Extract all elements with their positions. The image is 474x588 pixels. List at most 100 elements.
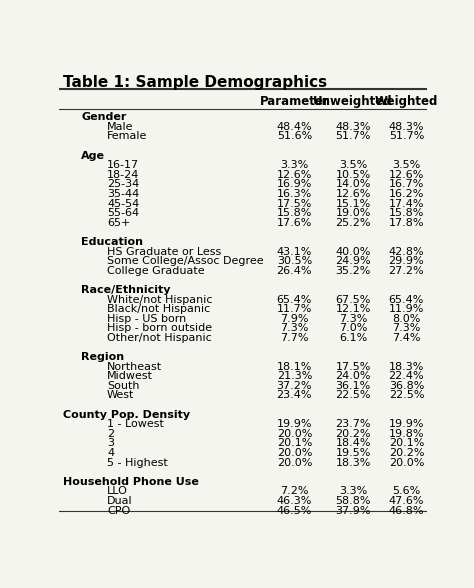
- Text: Parameter: Parameter: [259, 95, 329, 108]
- Text: 17.5%: 17.5%: [336, 362, 371, 372]
- Text: 7.7%: 7.7%: [280, 333, 309, 343]
- Text: 22.5%: 22.5%: [336, 390, 371, 400]
- Text: 18.1%: 18.1%: [277, 362, 312, 372]
- Text: 16.2%: 16.2%: [389, 189, 424, 199]
- Text: 21.3%: 21.3%: [277, 371, 312, 381]
- Text: 30.5%: 30.5%: [277, 256, 312, 266]
- Text: County Pop. Density: County Pop. Density: [63, 410, 190, 420]
- Text: 23.7%: 23.7%: [336, 419, 371, 429]
- Text: 51.6%: 51.6%: [277, 131, 312, 141]
- Text: Black/not Hispanic: Black/not Hispanic: [107, 304, 210, 314]
- Text: 16-17: 16-17: [107, 160, 139, 170]
- Text: Gender: Gender: [82, 112, 127, 122]
- Text: 22.5%: 22.5%: [389, 390, 424, 400]
- Text: 20.2%: 20.2%: [336, 429, 371, 439]
- Text: 58.8%: 58.8%: [336, 496, 371, 506]
- Text: 65.4%: 65.4%: [277, 295, 312, 305]
- Text: 5 - Highest: 5 - Highest: [107, 457, 168, 467]
- Text: 24.9%: 24.9%: [335, 256, 371, 266]
- Text: 48.4%: 48.4%: [276, 122, 312, 132]
- Text: Region: Region: [82, 352, 124, 362]
- Text: 26.4%: 26.4%: [277, 266, 312, 276]
- Text: 20.1%: 20.1%: [389, 439, 424, 449]
- Text: 1 - Lowest: 1 - Lowest: [107, 419, 164, 429]
- Text: Male: Male: [107, 122, 134, 132]
- Text: 46.5%: 46.5%: [277, 506, 312, 516]
- Text: 36.8%: 36.8%: [389, 381, 424, 391]
- Text: 12.6%: 12.6%: [389, 170, 424, 180]
- Text: 46.3%: 46.3%: [277, 496, 312, 506]
- Text: LLO: LLO: [107, 486, 128, 496]
- Text: 12.6%: 12.6%: [336, 189, 371, 199]
- Text: 12.1%: 12.1%: [336, 304, 371, 314]
- Text: Unweighted: Unweighted: [313, 95, 393, 108]
- Text: 20.0%: 20.0%: [277, 448, 312, 458]
- Text: South: South: [107, 381, 139, 391]
- Text: 42.8%: 42.8%: [389, 246, 424, 256]
- Text: Table 1: Sample Demographics: Table 1: Sample Demographics: [63, 75, 327, 90]
- Text: Northeast: Northeast: [107, 362, 162, 372]
- Text: 37.9%: 37.9%: [336, 506, 371, 516]
- Text: 7.4%: 7.4%: [392, 333, 420, 343]
- Text: 17.6%: 17.6%: [277, 218, 312, 228]
- Text: 7.2%: 7.2%: [280, 486, 309, 496]
- Text: 11.9%: 11.9%: [389, 304, 424, 314]
- Text: 7.3%: 7.3%: [280, 323, 309, 333]
- Text: 19.9%: 19.9%: [389, 419, 424, 429]
- Text: 5.6%: 5.6%: [392, 486, 420, 496]
- Text: Hisp - US born: Hisp - US born: [107, 313, 186, 323]
- Text: 51.7%: 51.7%: [336, 131, 371, 141]
- Text: 6.1%: 6.1%: [339, 333, 367, 343]
- Text: 25-34: 25-34: [107, 179, 139, 189]
- Text: 7.9%: 7.9%: [280, 313, 309, 323]
- Text: Female: Female: [107, 131, 147, 141]
- Text: 25.2%: 25.2%: [336, 218, 371, 228]
- Text: 8.0%: 8.0%: [392, 313, 420, 323]
- Text: 3.3%: 3.3%: [339, 486, 367, 496]
- Text: 16.3%: 16.3%: [277, 189, 312, 199]
- Text: 29.9%: 29.9%: [389, 256, 424, 266]
- Text: 19.5%: 19.5%: [336, 448, 371, 458]
- Text: 51.7%: 51.7%: [389, 131, 424, 141]
- Text: 14.0%: 14.0%: [336, 179, 371, 189]
- Text: West: West: [107, 390, 135, 400]
- Text: CPO: CPO: [107, 506, 130, 516]
- Text: 48.3%: 48.3%: [389, 122, 424, 132]
- Text: 65+: 65+: [107, 218, 130, 228]
- Text: Some College/Assoc Degree: Some College/Assoc Degree: [107, 256, 264, 266]
- Text: 3.5%: 3.5%: [392, 160, 420, 170]
- Text: 3.5%: 3.5%: [339, 160, 367, 170]
- Text: 55-64: 55-64: [107, 208, 139, 218]
- Text: 43.1%: 43.1%: [277, 246, 312, 256]
- Text: Education: Education: [82, 237, 143, 247]
- Text: 17.5%: 17.5%: [277, 199, 312, 209]
- Text: 18-24: 18-24: [107, 170, 139, 180]
- Text: Race/Ethnicity: Race/Ethnicity: [82, 285, 171, 295]
- Text: 7.3%: 7.3%: [339, 313, 367, 323]
- Text: 10.5%: 10.5%: [336, 170, 371, 180]
- Text: Age: Age: [82, 151, 105, 161]
- Text: 36.1%: 36.1%: [336, 381, 371, 391]
- Text: 7.3%: 7.3%: [392, 323, 420, 333]
- Text: 23.4%: 23.4%: [277, 390, 312, 400]
- Text: 4: 4: [107, 448, 114, 458]
- Text: 22.4%: 22.4%: [389, 371, 424, 381]
- Text: Weighted: Weighted: [375, 95, 438, 108]
- Text: College Graduate: College Graduate: [107, 266, 205, 276]
- Text: 19.0%: 19.0%: [336, 208, 371, 218]
- Text: HS Graduate or Less: HS Graduate or Less: [107, 246, 221, 256]
- Text: 20.0%: 20.0%: [277, 457, 312, 467]
- Text: 3.3%: 3.3%: [280, 160, 309, 170]
- Text: Household Phone Use: Household Phone Use: [63, 477, 199, 487]
- Text: 15.1%: 15.1%: [336, 199, 371, 209]
- Text: Midwest: Midwest: [107, 371, 153, 381]
- Text: 20.1%: 20.1%: [277, 439, 312, 449]
- Text: 48.3%: 48.3%: [336, 122, 371, 132]
- Text: 46.8%: 46.8%: [389, 506, 424, 516]
- Text: 20.2%: 20.2%: [389, 448, 424, 458]
- Text: 15.8%: 15.8%: [389, 208, 424, 218]
- Text: 20.0%: 20.0%: [277, 429, 312, 439]
- Text: 16.7%: 16.7%: [389, 179, 424, 189]
- Text: 35.2%: 35.2%: [336, 266, 371, 276]
- Text: Dual: Dual: [107, 496, 133, 506]
